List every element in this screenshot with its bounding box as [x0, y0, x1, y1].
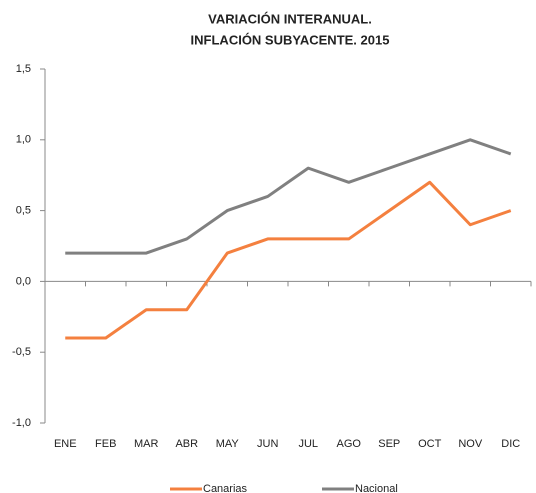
series-line: [65, 180, 512, 340]
y-tick-label: 0,0: [16, 275, 31, 287]
y-tick-label: -0,5: [12, 346, 31, 358]
chart-subtitle: INFLACIÓN SUBYACENTE. 2015: [191, 32, 390, 47]
x-tick-label: DIC: [501, 438, 520, 450]
x-tick-label: MAR: [134, 438, 159, 450]
legend-label: Canarias: [203, 483, 248, 493]
y-tick-label: 1,5: [16, 63, 31, 75]
y-tick-label: 1,0: [16, 134, 31, 146]
x-tick-label: JUL: [298, 438, 318, 450]
x-tick-label: OCT: [418, 438, 442, 450]
x-tick-label: SEP: [378, 438, 400, 450]
x-tick-label: MAY: [216, 438, 240, 450]
chart-title: VARIACIÓN INTERANUAL.: [208, 11, 372, 26]
x-tick-label: AGO: [337, 438, 362, 450]
x-tick-label: JUN: [257, 438, 278, 450]
legend-label: Nacional: [355, 483, 398, 493]
y-tick-label: -1,0: [12, 417, 31, 429]
x-tick-label: NOV: [458, 438, 483, 450]
x-tick-label: FEB: [95, 438, 116, 450]
x-tick-label: ABR: [175, 438, 198, 450]
y-tick-label: 0,5: [16, 205, 31, 217]
series-line: [65, 138, 512, 255]
x-tick-label: ENE: [54, 438, 77, 450]
